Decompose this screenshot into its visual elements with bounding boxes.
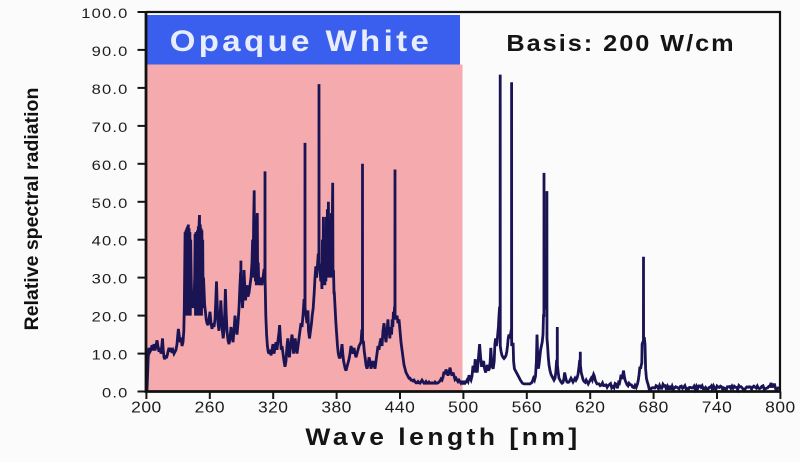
svg-text:70.0: 70.0 <box>92 120 129 136</box>
svg-text:80.0: 80.0 <box>92 82 129 98</box>
svg-text:Wave length [nm]: Wave length [nm] <box>305 424 580 451</box>
svg-text:Basis: 200 W/cm: Basis: 200 W/cm <box>506 31 735 57</box>
svg-text:560: 560 <box>512 399 542 416</box>
svg-text:Relative spectral radiation: Relative spectral radiation <box>21 88 43 331</box>
svg-text:40.0: 40.0 <box>92 234 129 250</box>
svg-text:380: 380 <box>321 399 351 416</box>
svg-text:30.0: 30.0 <box>92 272 129 288</box>
svg-text:60.0: 60.0 <box>92 158 129 174</box>
svg-text:680: 680 <box>638 399 668 416</box>
svg-text:Opaque White: Opaque White <box>170 23 433 57</box>
svg-text:260: 260 <box>195 399 225 416</box>
svg-text:500: 500 <box>448 399 478 416</box>
svg-text:620: 620 <box>575 399 605 416</box>
svg-text:0.0: 0.0 <box>102 386 128 402</box>
svg-text:10.0: 10.0 <box>92 348 129 364</box>
svg-text:740: 740 <box>702 399 732 416</box>
svg-text:50.0: 50.0 <box>92 196 129 212</box>
svg-text:440: 440 <box>385 399 415 416</box>
svg-text:200: 200 <box>131 399 161 416</box>
svg-text:100.0: 100.0 <box>81 6 128 22</box>
svg-text:320: 320 <box>258 399 288 416</box>
svg-text:90.0: 90.0 <box>92 44 129 60</box>
svg-text:800: 800 <box>765 399 795 416</box>
svg-text:20.0: 20.0 <box>92 310 129 326</box>
